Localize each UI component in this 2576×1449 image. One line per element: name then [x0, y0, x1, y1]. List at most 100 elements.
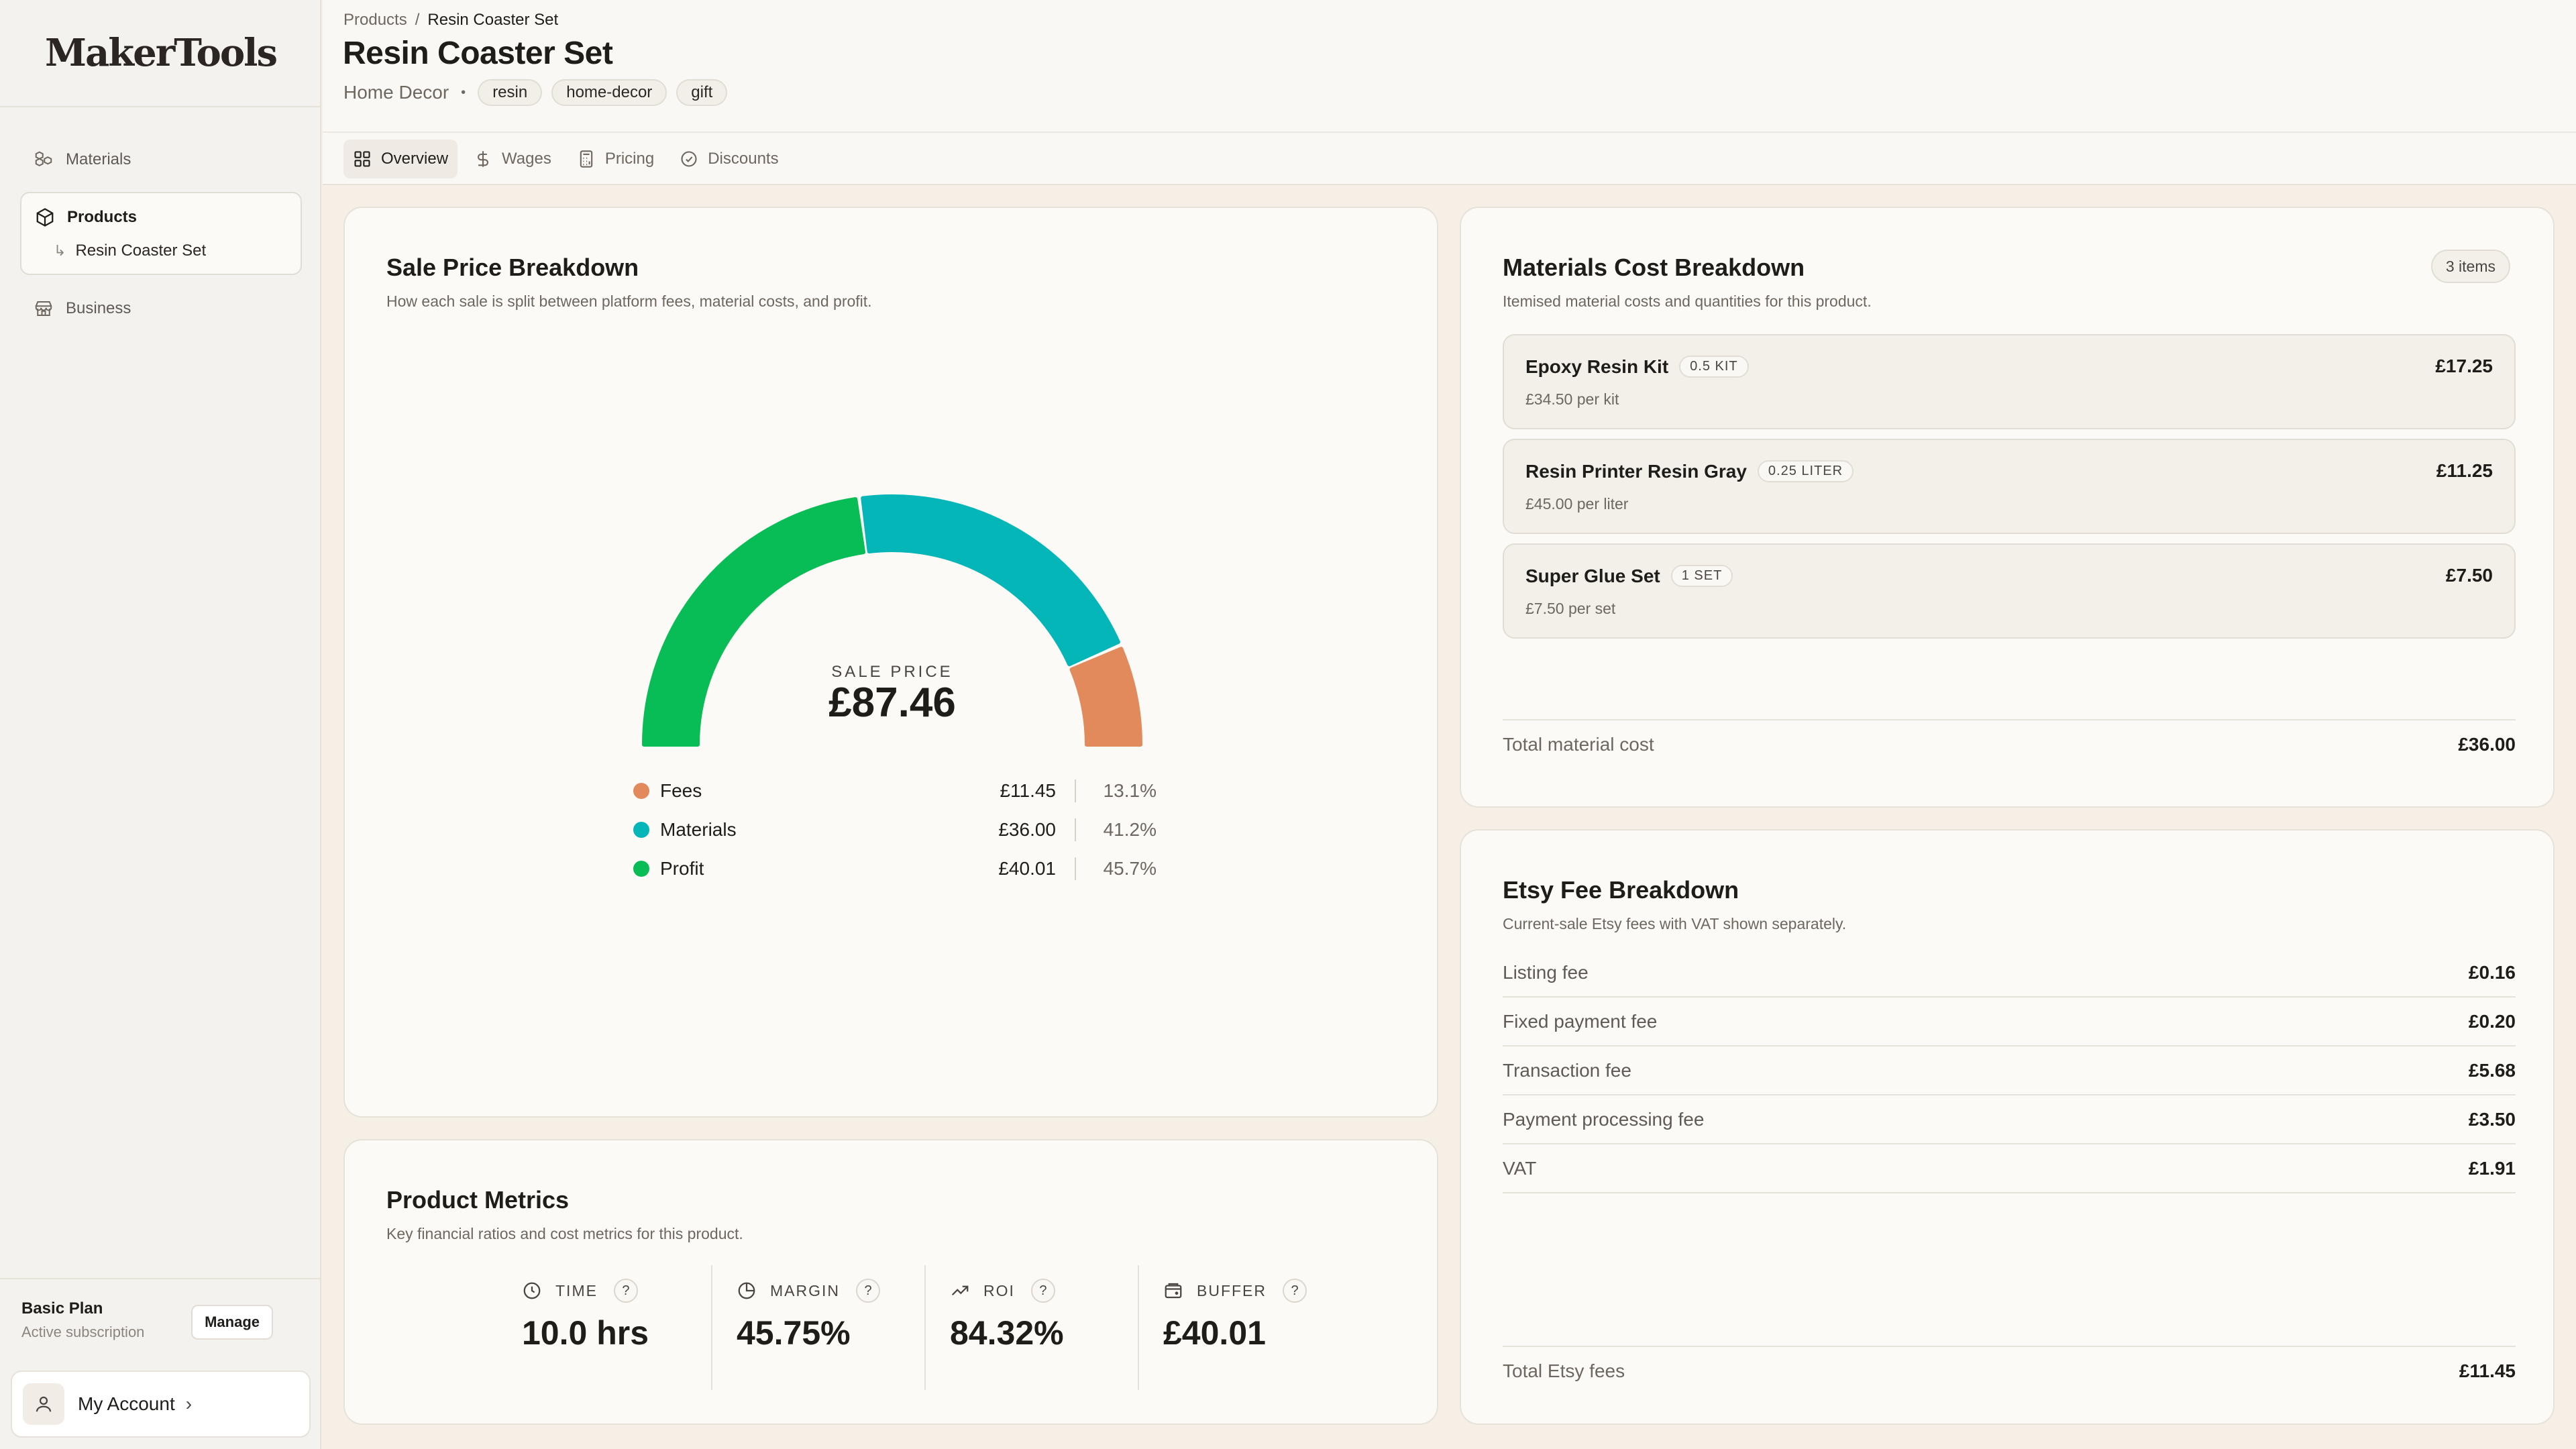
breadcrumb-current: Resin Coaster Set — [427, 11, 559, 29]
legend-row-materials: Materials £36.00 41.2% — [633, 810, 1157, 849]
my-account-button[interactable]: My Account › — [11, 1371, 311, 1438]
tab-bar: Overview Wages Pricing Discounts — [323, 131, 2576, 185]
fee-label: Listing fee — [1503, 961, 1589, 983]
breadcrumb-products-link[interactable]: Products — [343, 11, 407, 29]
fee-label: Transaction fee — [1503, 1059, 1631, 1081]
material-item[interactable]: Resin Printer Resin Gray 0.25 LITER £45.… — [1503, 439, 2516, 534]
package-icon — [36, 208, 54, 227]
sidebar-subitem-current-product[interactable]: ↳ Resin Coaster Set — [21, 236, 301, 266]
manage-plan-button[interactable]: Manage — [191, 1305, 273, 1340]
help-icon[interactable]: ? — [613, 1279, 638, 1303]
help-icon[interactable]: ? — [1030, 1279, 1055, 1303]
tab-label: Wages — [502, 150, 551, 168]
metric-label: MARGIN — [770, 1281, 840, 1299]
card-subtitle: Key financial ratios and cost metrics fo… — [386, 1225, 743, 1242]
clock-icon — [523, 1282, 541, 1299]
card-title: Product Metrics — [386, 1186, 570, 1214]
material-name: Super Glue Set — [1525, 565, 1660, 586]
metric-value: £40.01 — [1163, 1314, 1266, 1352]
sidebar-item-materials[interactable]: Materials — [20, 141, 302, 178]
total-value: £11.45 — [2459, 1360, 2516, 1381]
legend-divider — [1075, 818, 1076, 841]
fee-value: £0.16 — [2468, 961, 2516, 983]
metric-value: 84.32% — [950, 1314, 1064, 1352]
sidebar-group-products: Products ↳ Resin Coaster Set — [20, 192, 302, 275]
fee-row: Payment processing fee £3.50 — [1503, 1095, 2516, 1144]
gauge-segment-profit[interactable] — [642, 497, 866, 747]
metrics-grid: TIME ? 10.0 hrs MARGIN ? 45.75% ROI ? 84… — [498, 1265, 1351, 1390]
materials-cost-card: Materials Cost Breakdown Itemised materi… — [1460, 207, 2555, 808]
metric-label: TIME — [555, 1281, 598, 1299]
tab-label: Overview — [381, 150, 449, 168]
material-name-row: Epoxy Resin Kit 0.5 KIT — [1525, 356, 1749, 378]
avatar — [23, 1383, 64, 1425]
sale-price-card: Sale Price Breakdown How each sale is sp… — [343, 207, 1438, 1118]
meta-separator-dot: • — [461, 85, 466, 100]
page-title: Resin Coaster Set — [343, 36, 613, 71]
app-logo[interactable]: MakerTools — [0, 0, 321, 107]
gauge-center-label: SALE PRICE — [831, 663, 953, 681]
legend-swatch — [633, 861, 649, 877]
sidebar-item-label: Materials — [66, 150, 131, 168]
help-icon[interactable]: ? — [1283, 1279, 1307, 1303]
product-meta: Home Decor • resin home-decor gift — [343, 79, 737, 106]
metric-value: 45.75% — [737, 1314, 851, 1352]
legend-name: Materials — [660, 819, 737, 840]
metric-label: ROI — [983, 1281, 1015, 1299]
grid-icon — [354, 151, 370, 167]
plan-status: Active subscription — [21, 1324, 145, 1340]
material-qty-badge: 1 SET — [1670, 565, 1733, 587]
legend-row-profit: Profit £40.01 45.7% — [633, 849, 1157, 888]
materials-total-row: Total material cost £36.00 — [1503, 719, 2516, 769]
material-name-row: Super Glue Set 1 SET — [1525, 565, 1733, 587]
material-item[interactable]: Epoxy Resin Kit 0.5 KIT £34.50 per kit £… — [1503, 334, 2516, 429]
fee-label: VAT — [1503, 1157, 1537, 1179]
legend-swatch — [633, 783, 649, 799]
material-qty-badge: 0.25 LITER — [1757, 460, 1854, 482]
material-cost: £11.25 — [2436, 460, 2493, 481]
sidebar-item-business[interactable]: Business — [20, 290, 302, 327]
sidebar-subitem-label: Resin Coaster Set — [75, 241, 207, 260]
total-value: £36.00 — [2458, 734, 2516, 755]
total-label: Total material cost — [1503, 734, 1654, 755]
tab-pricing[interactable]: Pricing — [568, 140, 663, 178]
fee-value: £5.68 — [2468, 1059, 2516, 1081]
tab-overview[interactable]: Overview — [343, 140, 458, 178]
product-metrics-card: Product Metrics Key financial ratios and… — [343, 1139, 1438, 1425]
sidebar-item-products[interactable]: Products — [21, 199, 301, 236]
product-category: Home Decor — [343, 82, 449, 103]
fee-value: £0.20 — [2468, 1010, 2516, 1032]
fee-value: £1.91 — [2468, 1157, 2516, 1179]
tab-label: Pricing — [604, 150, 655, 168]
metric-header: BUFFER ? — [1163, 1279, 1351, 1303]
legend-name: Profit — [660, 858, 704, 879]
chevron-right-icon: › — [185, 1393, 193, 1414]
material-unit-price: £34.50 per kit — [1525, 390, 1619, 408]
tab-wages[interactable]: Wages — [464, 140, 561, 178]
account-label: My Account — [78, 1393, 175, 1414]
legend-percent: 41.2% — [1103, 819, 1157, 840]
items-count-badge: 3 items — [2430, 250, 2510, 283]
material-qty-badge: 0.5 KIT — [1679, 356, 1749, 378]
material-cost: £7.50 — [2445, 565, 2493, 586]
tag-badge: resin — [478, 79, 543, 106]
gauge-center-value: £87.46 — [828, 680, 956, 726]
etsy-fee-card: Etsy Fee Breakdown Current-sale Etsy fee… — [1460, 829, 2555, 1425]
sidebar-item-label: Products — [67, 208, 138, 226]
gauge-segment-fees[interactable] — [1069, 647, 1142, 747]
metric-header: ROI ? — [950, 1279, 1138, 1303]
card-subtitle: How each sale is split between platform … — [386, 292, 872, 310]
tab-discounts[interactable]: Discounts — [670, 140, 788, 178]
legend-amount: £36.00 — [998, 819, 1056, 840]
material-item[interactable]: Super Glue Set 1 SET £7.50 per set £7.50 — [1503, 543, 2516, 639]
legend-amount: £11.45 — [1000, 780, 1056, 801]
fees-total-row: Total Etsy fees £11.45 — [1503, 1346, 2516, 1395]
sidebar-nav: Materials Products ↳ Resin Coaster Set B… — [20, 141, 302, 341]
metric-header: TIME ? — [522, 1279, 711, 1303]
sidebar-item-label: Business — [66, 299, 131, 317]
sale-price-gauge-chart — [642, 494, 1142, 747]
help-icon[interactable]: ? — [856, 1279, 880, 1303]
sidebar: MakerTools Materials Products ↳ Resin Co… — [0, 0, 321, 1449]
gauge-segment-materials[interactable] — [861, 494, 1120, 667]
store-icon — [35, 301, 52, 316]
